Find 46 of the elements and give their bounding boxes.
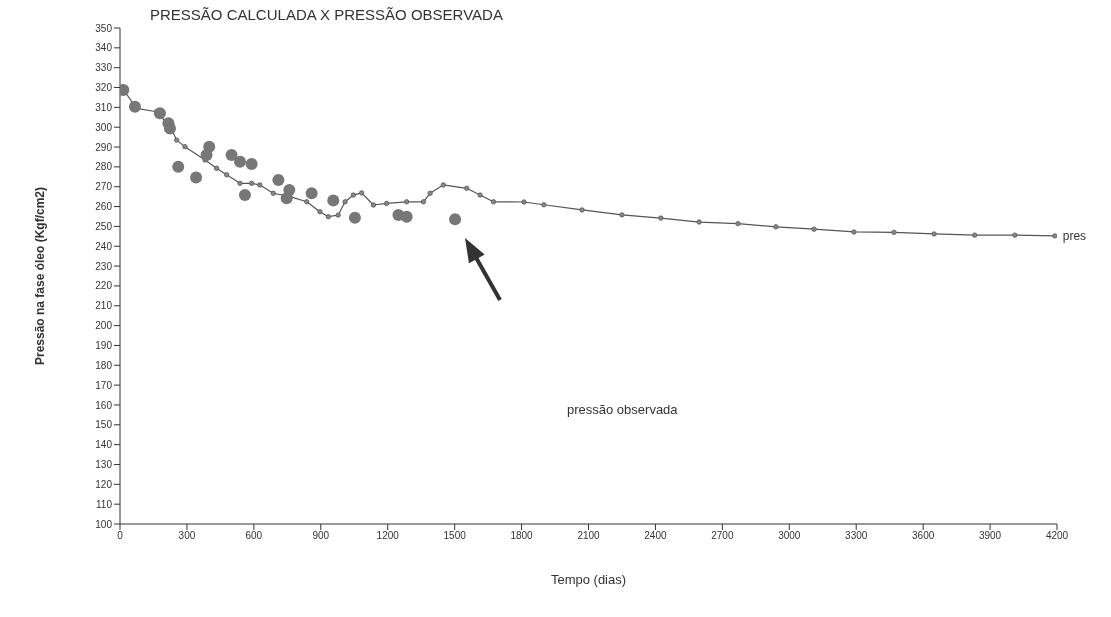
y-tick-label: 160 (95, 399, 113, 411)
y-tick-label: 340 (95, 42, 113, 54)
y-tick-label: 230 (95, 260, 113, 272)
y-tick-label: 190 (95, 339, 113, 351)
x-tick-label: 3000 (778, 530, 801, 542)
x-axis-title: Tempo (dias) (550, 572, 627, 587)
x-tick-label: 2100 (577, 530, 601, 542)
y-tick-label: 210 (95, 300, 113, 312)
chart-title: PRESSÃO CALCULADA X PRESSÃO OBSERVADA (150, 6, 503, 23)
x-tick-label: 900 (312, 530, 330, 542)
y-tick-label: 100 (95, 518, 113, 530)
y-tick-label: 260 (95, 201, 113, 213)
x-tick-label: 3300 (845, 530, 868, 542)
x-tick-label: 600 (245, 530, 263, 542)
x-tick-label: 4200 (1045, 530, 1069, 542)
y-tick-label: 310 (95, 101, 113, 113)
y-tick-label: 280 (95, 161, 113, 173)
y-tick-label: 250 (95, 220, 113, 232)
y-tick-label: 120 (95, 478, 113, 490)
y-tick-label: 180 (95, 359, 113, 371)
y-tick-label: 330 (95, 62, 113, 74)
x-tick-label: 2700 (711, 530, 734, 542)
x-tick-label: 1500 (443, 530, 467, 542)
x-tick-label: 0 (117, 530, 124, 542)
annotation: pressão observada (567, 402, 679, 417)
x-tick-label: 3600 (912, 530, 935, 542)
x-tick-label: 1800 (510, 530, 534, 542)
y-axis-title: Pressão na fase óleo (Kgf/cm2) (33, 186, 48, 366)
y-tick-label: 270 (95, 181, 113, 193)
y-tick-label: 290 (95, 141, 113, 153)
y-tick-label: 170 (95, 379, 113, 391)
y-tick-label: 130 (95, 459, 113, 471)
series-label: pres (1062, 228, 1087, 243)
y-tick-label: 320 (95, 82, 113, 94)
x-tick-label: 1200 (376, 530, 400, 542)
y-tick-label: 220 (95, 280, 113, 292)
y-tick-label: 240 (95, 240, 113, 252)
x-tick-label: 300 (178, 530, 196, 542)
y-tick-label: 350 (95, 22, 113, 34)
y-tick-label: 140 (95, 439, 113, 451)
x-tick-label: 3900 (978, 530, 1002, 542)
x-tick-label: 2400 (644, 530, 667, 542)
y-tick-label: 300 (95, 121, 113, 133)
y-tick-label: 200 (95, 320, 113, 332)
y-tick-label: 110 (96, 498, 113, 510)
y-tick-label: 150 (95, 419, 113, 431)
